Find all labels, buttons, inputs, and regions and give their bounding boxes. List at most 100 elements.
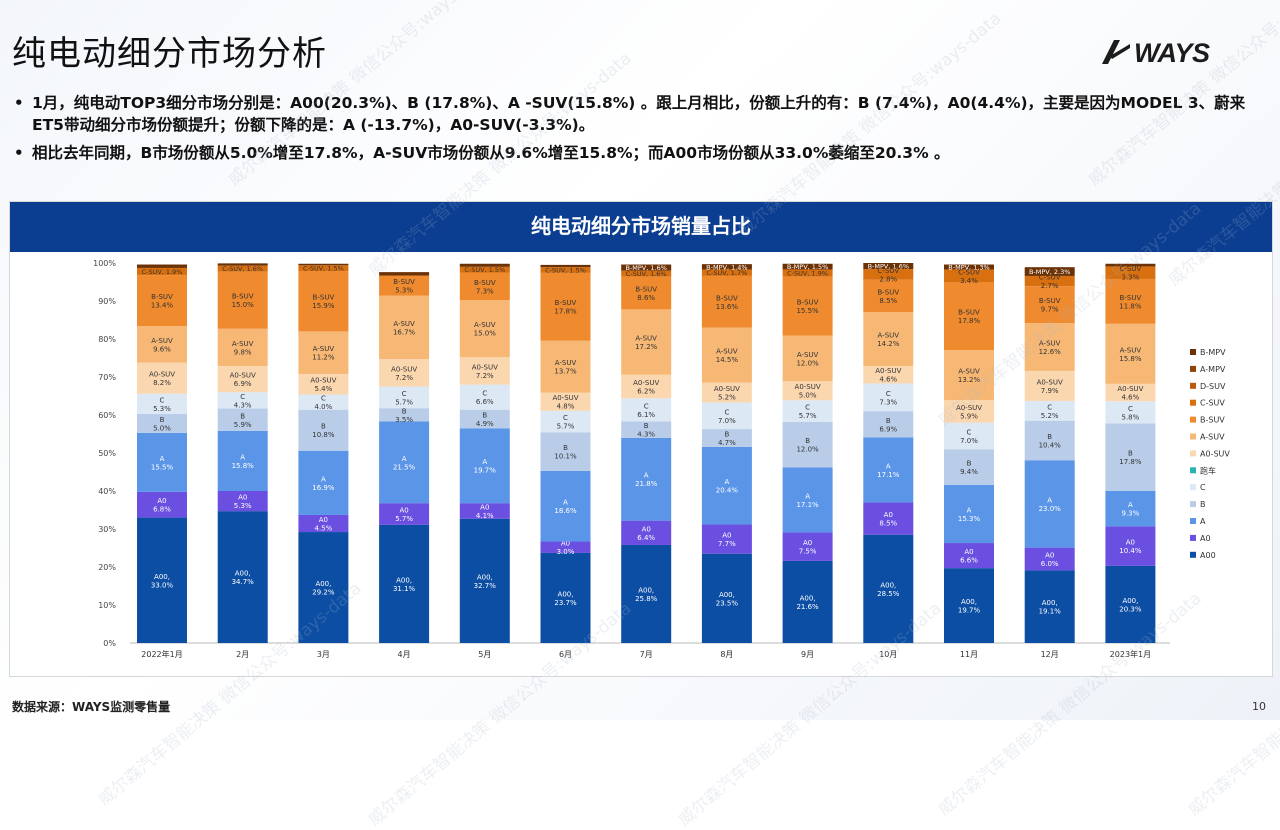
bar-segment	[944, 400, 994, 423]
segment-value-label: 5.9%	[234, 421, 252, 429]
x-tick-label: 9月	[801, 650, 814, 659]
bar-segment	[701, 524, 752, 554]
segment-series-label: A0	[238, 494, 247, 502]
segment-value-label: 20.3%	[1119, 605, 1142, 613]
segment-series-label: C	[886, 390, 891, 398]
segment-value-label: 29.2%	[312, 589, 335, 597]
segment-value-label: B-MPV, 2.3%	[1029, 268, 1070, 276]
bar-segment	[137, 491, 187, 518]
segment-value-label: 15.3%	[958, 515, 981, 523]
x-tick-label: 2月	[236, 650, 249, 659]
page-number: 10	[1252, 700, 1266, 713]
segment-value-label: 4.6%	[879, 376, 897, 384]
segment-value-label: 14.2%	[877, 340, 900, 348]
segment-value-label: C-SUV, 1.5%	[545, 267, 586, 275]
x-tick-label: 3月	[317, 650, 330, 659]
bar-segment	[701, 553, 752, 643]
bar-segment	[944, 264, 994, 270]
segment-value-label: 4.3%	[637, 431, 655, 439]
segment-series-label: B-SUV	[474, 279, 496, 287]
segment-value-label: 8.5%	[879, 520, 897, 528]
segment-series-label: A-SUV	[878, 332, 900, 340]
segment-series-label: A0-SUV	[472, 363, 498, 371]
segment-series-label: A0	[884, 511, 893, 519]
segment-series-label: C	[805, 404, 810, 412]
bar-segment	[782, 400, 833, 422]
bar-segment	[863, 383, 914, 412]
bar-segment	[298, 373, 349, 395]
y-tick-label: 90%	[98, 297, 116, 306]
segment-value-label: 19.1%	[1039, 608, 1062, 616]
bar-segment	[379, 421, 430, 504]
segment-value-label: 5.0%	[153, 424, 171, 432]
bar-segment	[137, 413, 187, 433]
data-source-footnote: 数据来源：WAYS监测零售量	[12, 700, 171, 714]
segment-series-label: A	[805, 492, 810, 500]
x-tick-label: 2023年1月	[1110, 649, 1151, 659]
segment-value-label: 8.5%	[879, 297, 897, 305]
segment-value-label: 10.4%	[1039, 441, 1062, 449]
segment-value-label: 7.7%	[718, 540, 736, 548]
segment-series-label: C	[1128, 405, 1133, 413]
segment-value-label: 2.8%	[879, 275, 897, 283]
segment-series-label: A0	[722, 532, 731, 540]
segment-series-label: A0-SUV	[1037, 378, 1063, 386]
segment-value-label: 4.8%	[557, 403, 575, 411]
bar-segment	[863, 534, 914, 643]
legend-label: A0	[1200, 534, 1211, 543]
bar-segment	[137, 267, 187, 276]
segment-series-label: B-SUV	[635, 286, 657, 294]
segment-series-label: A-SUV	[716, 348, 738, 356]
segment-value-label: 7.5%	[799, 548, 817, 556]
bar-segment	[379, 275, 430, 296]
bar-segment	[701, 269, 752, 276]
logo-mark-icon	[1102, 40, 1130, 64]
segment-series-label: A00,	[961, 598, 977, 606]
segment-series-label: C-SUV	[1120, 265, 1142, 273]
legend-label: B-MPV	[1200, 348, 1226, 357]
segment-value-label: 10.1%	[554, 453, 577, 461]
bar-segment	[621, 544, 672, 643]
legend-swatch	[1190, 349, 1196, 355]
segment-value-label: 10.4%	[1119, 547, 1142, 555]
segment-value-label: C-SUV, 1.9%	[787, 270, 828, 278]
segment-value-label: 17.1%	[877, 471, 900, 479]
segment-series-label: B	[1047, 433, 1052, 441]
x-tick-label: 10月	[879, 650, 897, 659]
segment-value-label: 23.0%	[1039, 505, 1062, 513]
x-tick-label: 12月	[1041, 650, 1059, 659]
bar-segment	[621, 270, 672, 277]
bar-segment	[137, 432, 187, 492]
segment-series-label: B	[482, 411, 487, 419]
segment-series-label: A00,	[396, 576, 412, 584]
bar-segment	[217, 392, 268, 409]
segment-value-label: 15.0%	[474, 330, 497, 338]
bar-segment	[863, 365, 914, 384]
bar-segment	[298, 263, 349, 266]
segment-series-label: B-SUV	[313, 294, 335, 302]
segment-value-label: 9.3%	[1122, 510, 1140, 518]
segment-value-label: 34.7%	[232, 578, 255, 586]
bar-segment	[944, 422, 994, 450]
segment-series-label: B-SUV	[716, 294, 738, 302]
segment-value-label: 4.5%	[315, 524, 333, 532]
segment-series-label: A00,	[719, 591, 735, 599]
bullet-item-2: 相比去年同期，B市场份额从5.0%增至17.8%，A-SUV市场份额从9.6%增…	[12, 142, 1252, 164]
segment-series-label: A	[725, 478, 730, 486]
segment-value-label: 5.3%	[153, 405, 171, 413]
bar-segment	[298, 514, 349, 533]
y-tick-label: 0%	[103, 639, 116, 648]
segment-value-label: 5.9%	[960, 412, 978, 420]
bar-segment	[379, 386, 430, 409]
bar-segment	[540, 267, 591, 273]
legend-swatch	[1190, 551, 1196, 558]
bar-segment	[540, 392, 591, 411]
bar-segment	[137, 275, 187, 327]
bar-segment	[1024, 323, 1075, 371]
segment-series-label: B-SUV	[151, 293, 173, 301]
segment-series-label: A-SUV	[797, 351, 819, 359]
segment-value-label: B-MPV, 1.4%	[706, 263, 747, 271]
segment-series-label: A0-SUV	[875, 367, 901, 375]
segment-series-label: C	[1047, 403, 1052, 411]
bar-segment	[782, 269, 833, 277]
